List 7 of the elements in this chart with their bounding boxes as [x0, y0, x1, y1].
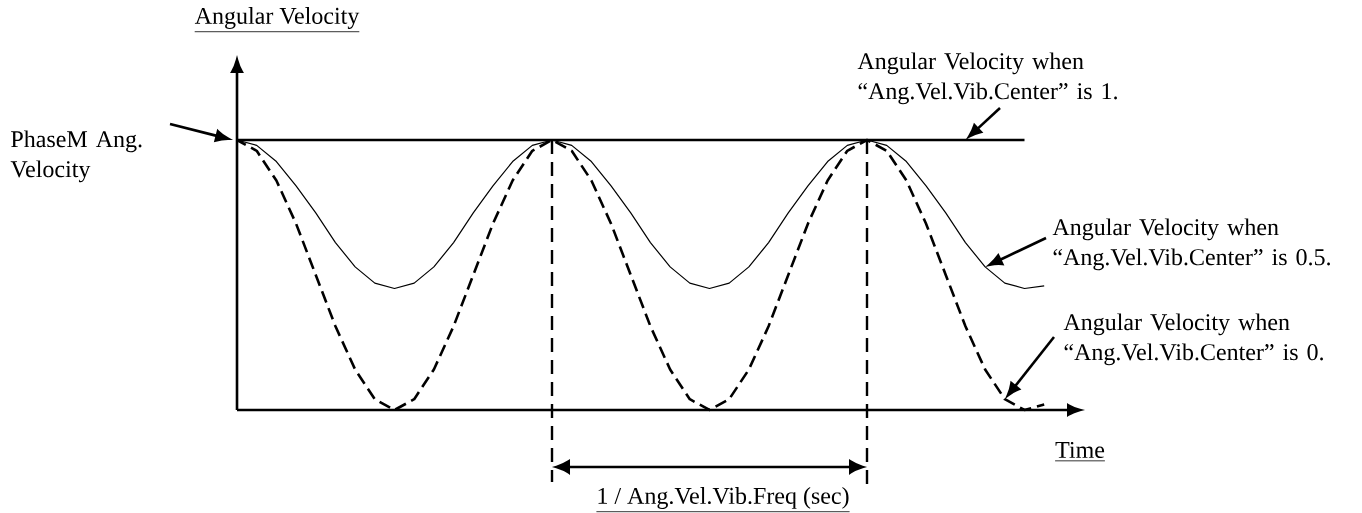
series-label: Angular Velocity when “Ang.Vel.Vib.Center” is 1.	[857, 52, 1117, 105]
series-label: Angular Velocity when “Ang.Vel.Vib.Center” is 0.	[1063, 313, 1323, 366]
y-axis-title: Angular Velocity	[194, 7, 360, 29]
legend-label: Angular Velocity when “Ang.Vel.Vib.Center” is 0.5.	[1052, 218, 1330, 271]
x-axis-title: Time	[1055, 441, 1105, 459]
text: 1 / Ang.Vel.Vib.Freq (sec)	[598, 487, 849, 509]
text: PhaseM Ang. Velocity	[10, 130, 142, 183]
